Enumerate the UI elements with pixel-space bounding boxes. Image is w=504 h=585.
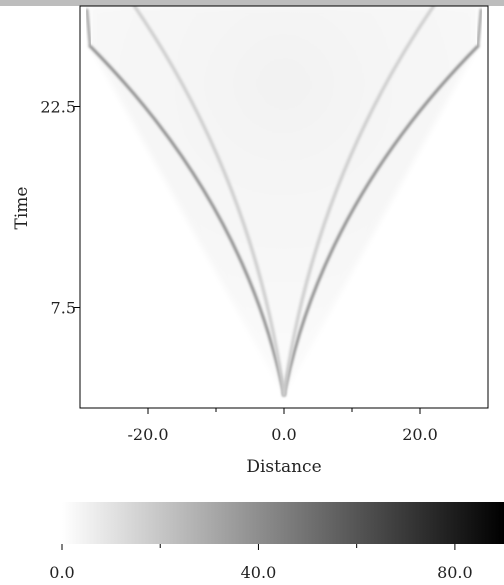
y-axis-label: Time — [12, 187, 32, 230]
x-tick-label: -20.0 — [127, 425, 168, 444]
y-tick-label: 22.5 — [40, 98, 76, 117]
colorbar — [62, 502, 504, 544]
inner-wavefront-right — [282, 6, 436, 397]
cone-interior — [90, 6, 478, 395]
x-tick-label: 0.0 — [271, 425, 296, 444]
reflected-wavefront-left — [85, 8, 92, 47]
y-axis-ticks: 7.5 22.5 — [40, 98, 80, 318]
colorbar-ticks: 0.0 40.0 80.0 — [49, 544, 473, 582]
x-axis-ticks: -20.0 0.0 20.0 — [127, 408, 438, 444]
outer-wavefront-left — [88, 44, 286, 396]
x-tick-label: 20.0 — [402, 425, 438, 444]
colorbar-tick-label: 0.0 — [49, 563, 74, 582]
colorbar-tick-label: 80.0 — [437, 563, 473, 582]
reflected-wavefront-right — [476, 8, 483, 47]
y-tick-label: 7.5 — [51, 299, 76, 318]
inner-wavefront-left — [132, 6, 286, 397]
x-axis-label: Distance — [246, 457, 321, 477]
colorbar-tick-label: 40.0 — [241, 563, 277, 582]
outer-wavefront-right — [282, 44, 480, 396]
heatmap-layer — [85, 6, 483, 397]
top-border-strip — [0, 0, 504, 6]
